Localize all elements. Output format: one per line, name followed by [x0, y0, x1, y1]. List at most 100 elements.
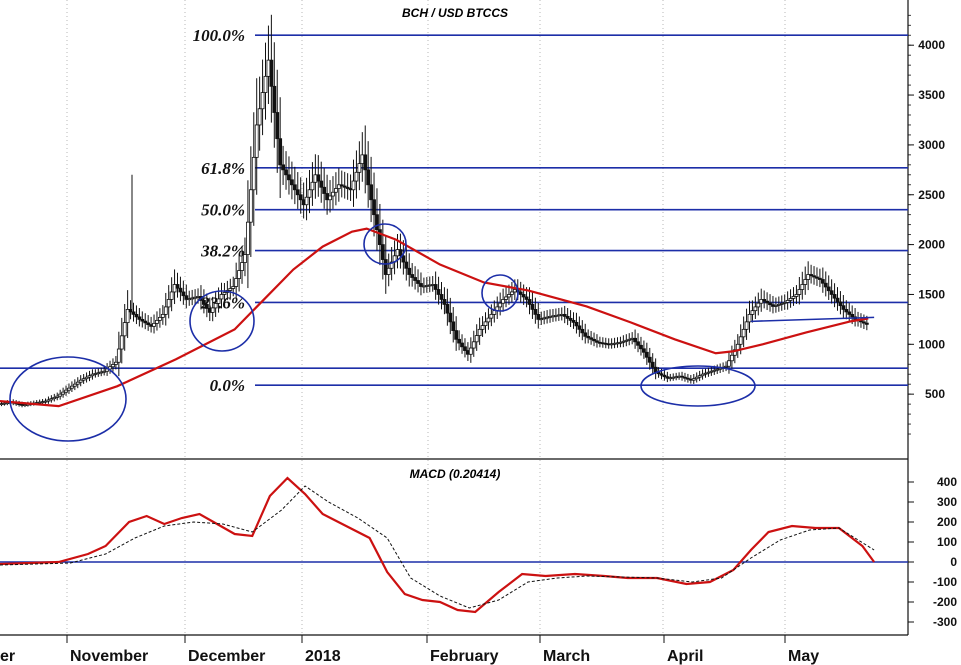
candle-body [55, 395, 60, 398]
candle-body [436, 289, 441, 295]
candle-body [70, 385, 74, 389]
candle-body [49, 398, 54, 401]
candle-body [272, 85, 277, 113]
candle-body [823, 282, 828, 288]
candle-body [785, 300, 790, 303]
candle-body [369, 184, 374, 201]
candle-body [284, 169, 288, 176]
macd-tick-label: 400 [937, 475, 957, 489]
candle-body [832, 294, 837, 299]
candle-body [794, 294, 799, 297]
candle-body [727, 360, 731, 367]
candle-body [829, 290, 834, 295]
candle-body [90, 373, 95, 377]
candle-body [753, 306, 758, 312]
candle-body [204, 304, 209, 309]
time-tick-label: March [543, 648, 590, 665]
candle-body [102, 370, 107, 373]
candle-body [803, 279, 808, 285]
candle-body [850, 313, 855, 318]
candle-body [639, 344, 643, 350]
candle-body [712, 369, 717, 372]
candle-body [680, 375, 684, 378]
candle-body [686, 377, 690, 380]
candle-body [240, 262, 244, 271]
candle-body [583, 332, 588, 337]
candle-body [806, 274, 811, 280]
candle-body [398, 249, 403, 257]
candle-body [116, 348, 121, 363]
candle-body [407, 267, 412, 275]
candle-body [46, 399, 51, 402]
candle-body [160, 313, 165, 318]
candle-body [108, 366, 112, 370]
price-candles [0, 14, 869, 408]
candle-body [58, 393, 63, 397]
candle-body [683, 376, 687, 379]
trend-line [750, 316, 875, 323]
candle-body [67, 387, 71, 391]
candle-body [762, 299, 767, 302]
candle-body [724, 365, 728, 368]
candle-body [577, 325, 582, 330]
time-axis-labels: November December 2018 February March April Ma… [0, 635, 819, 665]
candle-body [797, 289, 802, 295]
candle-body [419, 283, 423, 287]
candle-body [81, 378, 86, 381]
candle-body [166, 299, 171, 308]
candle-body [357, 163, 362, 173]
candle-body [818, 277, 822, 280]
candle-body [231, 286, 236, 289]
candle-body [331, 191, 335, 197]
candle-body [72, 383, 77, 387]
candle-body [776, 304, 781, 306]
candle-body [351, 180, 356, 191]
price-axis-ticks: 500 1000 1500 2000 2500 3000 3500 4000 [908, 14, 945, 435]
candle-body [730, 354, 734, 362]
candle-body [521, 294, 526, 298]
candle-body [175, 284, 180, 289]
candle-body [700, 373, 705, 377]
candle-body [474, 335, 479, 343]
price-tick-label: 2000 [918, 238, 945, 252]
candle-body [595, 340, 599, 343]
candle-body [169, 291, 174, 300]
candle-body [779, 303, 784, 305]
moving-average-line [0, 227, 869, 408]
candle-body [864, 322, 869, 325]
candle-body [589, 337, 593, 340]
candle-body [254, 124, 259, 158]
candle-body [738, 336, 743, 345]
candle-body [809, 274, 813, 277]
price-tick-label: 4000 [918, 38, 945, 52]
candle-body [366, 169, 371, 186]
candle-body [292, 184, 297, 191]
candle-body [281, 164, 286, 171]
candle-body [498, 302, 503, 308]
candle-body [178, 287, 183, 293]
candle-body [295, 189, 300, 196]
time-tick-label: February [430, 648, 499, 665]
candle-body [703, 372, 708, 375]
candle-body [125, 309, 130, 324]
candle-body [319, 180, 324, 188]
candle-body [480, 325, 485, 330]
candle-body [647, 356, 652, 363]
price-tick-label: 2500 [918, 188, 945, 202]
price-tick-label: 1000 [918, 337, 945, 351]
candle-body [744, 321, 749, 330]
candle-body [157, 316, 162, 321]
candle-body [507, 294, 511, 298]
candle-body [489, 313, 494, 319]
candle-body [84, 376, 89, 380]
candle-body [483, 321, 488, 327]
candle-body [862, 321, 866, 324]
candle-body [844, 309, 849, 313]
candle-body [328, 195, 332, 201]
price-tick-label: 500 [925, 387, 945, 401]
price-tick-label: 3000 [918, 138, 945, 152]
macd-tick-label: 200 [937, 515, 957, 529]
time-tick-label-fragment: er [0, 648, 15, 665]
candle-body [210, 307, 215, 313]
